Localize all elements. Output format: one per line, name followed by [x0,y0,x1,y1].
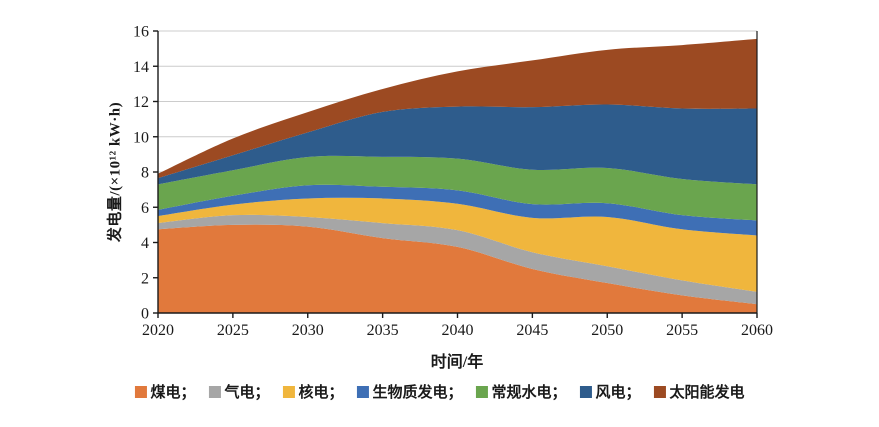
x-tick-label: 2035 [367,322,399,339]
legend-item-solar: 太阳能发电 [653,381,745,402]
area-biomass [158,184,757,236]
area-nuclear [158,197,757,292]
legend-label: 生物质发电； [372,385,463,401]
legend-swatch-biomass [356,385,369,398]
y-tick-label: 6 [141,200,149,217]
legend-label: 常规水电； [491,385,567,401]
legend-label: 风电； [595,385,641,401]
area-wind [158,104,757,185]
y-tick-label: 0 [141,306,149,323]
area-hydro [158,155,757,221]
y-tick-label: 16 [133,24,149,41]
legend-label: 太阳能发电 [669,385,745,401]
y-axis-title: 发电量/(×10¹² kW·h) [107,101,124,243]
legend-swatch-hydro [475,385,488,398]
y-tick-label: 10 [133,129,149,146]
legend-item-wind: 风电； [579,381,641,402]
legend-item-hydro: 常规水电； [475,381,567,402]
legend-swatch-coal [134,385,147,398]
legend-swatch-wind [579,385,592,398]
legend-item-coal: 煤电； [134,381,195,402]
x-tick-label: 2040 [442,322,474,339]
x-tick-label: 2060 [741,322,773,339]
x-tick-label: 2055 [666,322,698,339]
legend-swatch-solar [653,385,666,398]
y-tick-label: 2 [141,270,149,287]
legend-swatch-nuclear [282,385,295,398]
x-tick-label: 2020 [142,322,174,339]
legend-label: 气电； [224,385,270,401]
y-tick-label: 14 [133,59,149,76]
x-tick-label: 2030 [292,322,324,339]
legend-item-gas: 气电； [208,381,269,402]
area-gas [158,214,757,305]
x-tick-label: 2050 [591,322,623,339]
area-coal [158,224,757,313]
legend-label: 核电； [298,385,344,401]
legend-label: 煤电； [150,385,196,401]
y-tick-label: 8 [141,165,149,182]
legend-item-biomass: 生物质发电； [356,381,463,402]
y-tick-label: 12 [133,94,149,111]
x-tick-label: 2045 [516,322,548,339]
x-tick-label: 2025 [217,322,249,339]
legend-item-nuclear: 核电； [282,381,343,402]
y-tick-label: 4 [141,235,149,252]
chart-legend: 煤电； 气电； 核电； 生物质发电； 常规水电； 风电； 太阳能发电 [134,381,745,402]
area-solar [158,38,757,179]
legend-swatch-gas [208,385,221,398]
x-axis-title: 时间/年 [430,354,484,371]
